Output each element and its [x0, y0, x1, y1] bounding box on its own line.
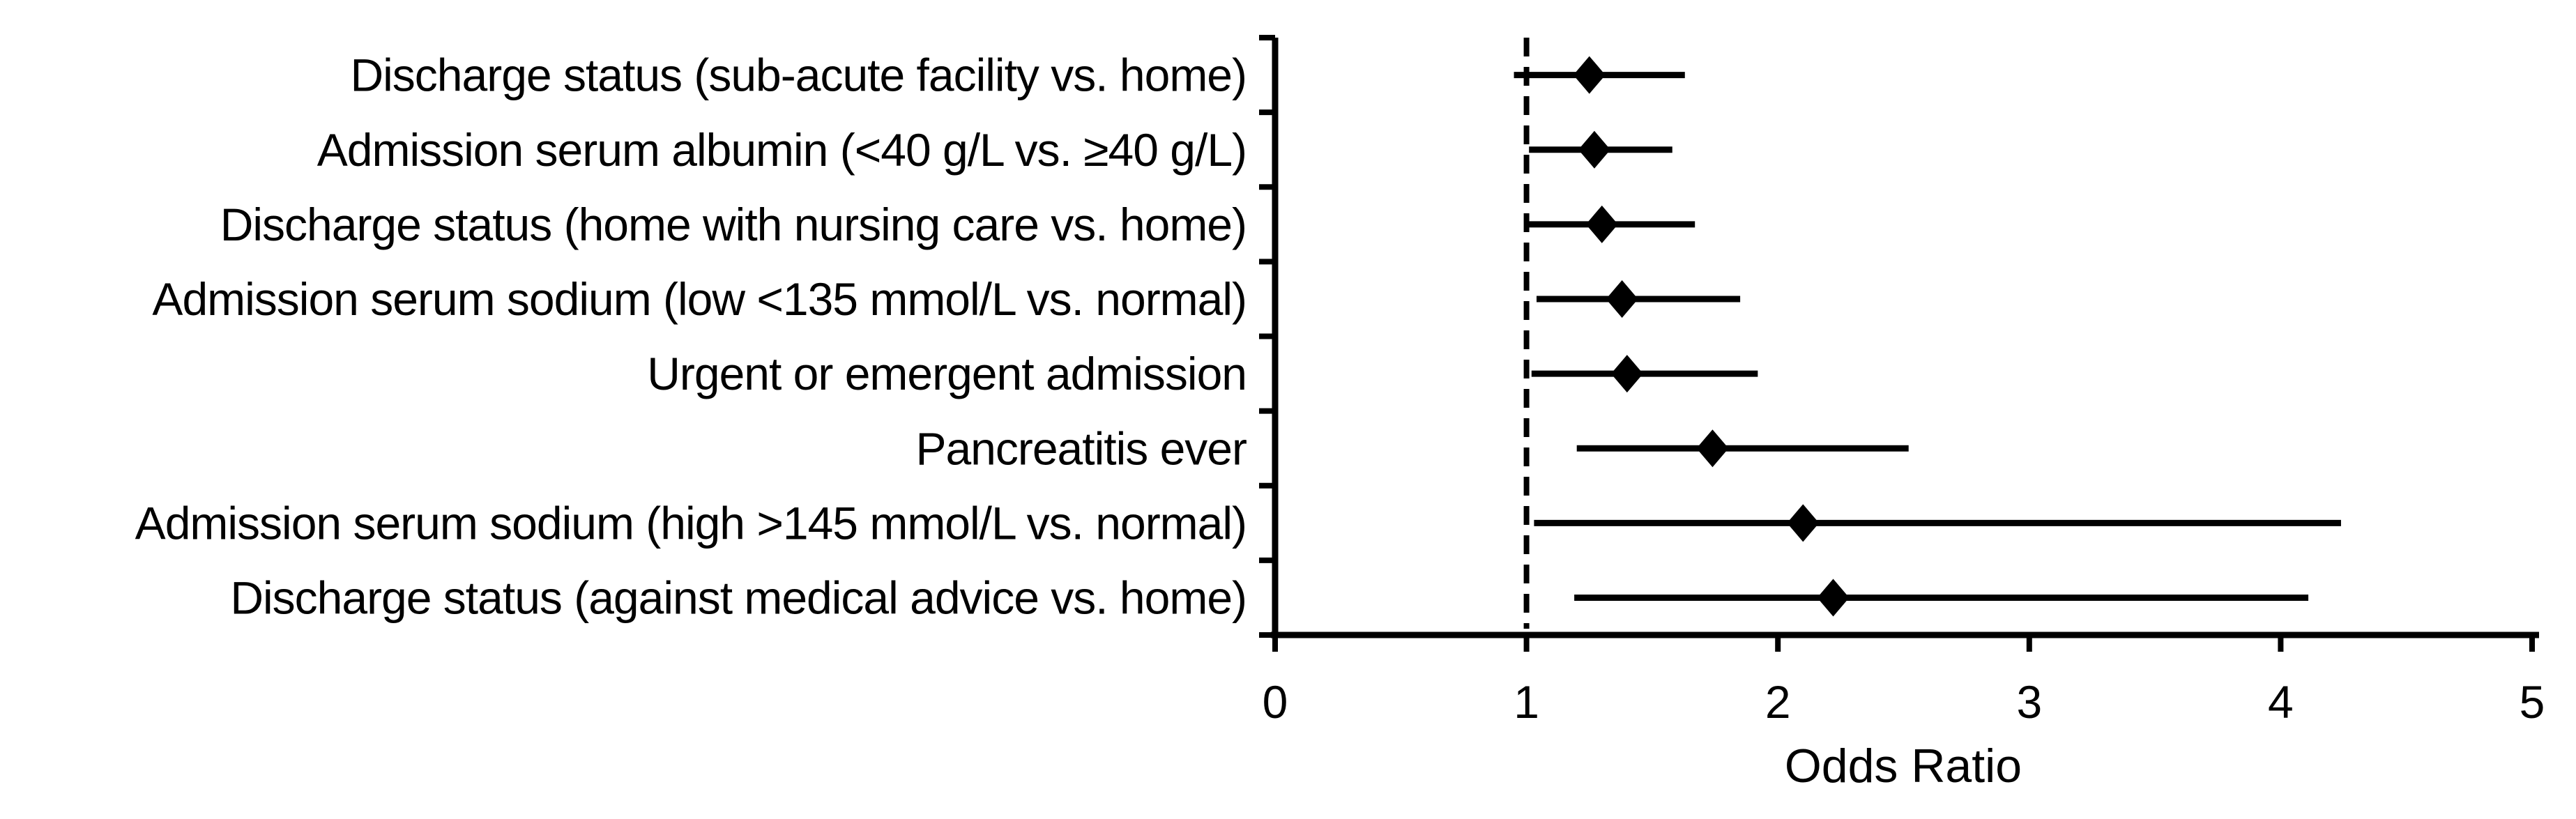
row-label: Admission serum sodium (high >145 mmol/L…: [135, 497, 1247, 549]
row-label: Discharge status (sub-acute facility vs.…: [350, 49, 1247, 101]
axes-layer: [1259, 35, 2539, 652]
row-label: Urgent or emergent admission: [647, 348, 1247, 399]
x-tick-label: 0: [1263, 676, 1288, 728]
or-diamond-marker: [1578, 130, 1610, 169]
row-label: Admission serum sodium (low <135 mmol/L …: [152, 273, 1247, 325]
row-label: Discharge status (against medical advice…: [230, 572, 1247, 624]
or-diamond-marker: [1696, 429, 1729, 468]
x-axis-title: Odds Ratio: [1785, 740, 2022, 793]
x-tick-label: 5: [2520, 676, 2545, 728]
or-diamond-marker: [1573, 56, 1606, 94]
x-tick-label: 2: [1765, 676, 1791, 728]
or-diamond-marker: [1606, 280, 1638, 318]
or-diamond-marker: [1787, 504, 1820, 542]
x-tick-label: 4: [2268, 676, 2294, 728]
or-diamond-marker: [1610, 355, 1643, 393]
row-label: Pancreatitis ever: [915, 422, 1247, 474]
ci-and-marker-layer: [1514, 56, 2341, 617]
row-label: Discharge status (home with nursing care…: [220, 199, 1247, 250]
or-diamond-marker: [1585, 205, 1618, 243]
x-tick-labels-layer: 0 1 2 3 4 5: [1263, 676, 2545, 728]
x-tick-label: 3: [2016, 676, 2042, 728]
row-label: Admission serum albumin (<40 g/L vs. ≥40…: [317, 124, 1247, 176]
or-diamond-marker: [1817, 579, 1850, 617]
x-tick-label: 1: [1514, 676, 1539, 728]
category-labels-layer: Discharge status (sub-acute facility vs.…: [135, 49, 1247, 624]
